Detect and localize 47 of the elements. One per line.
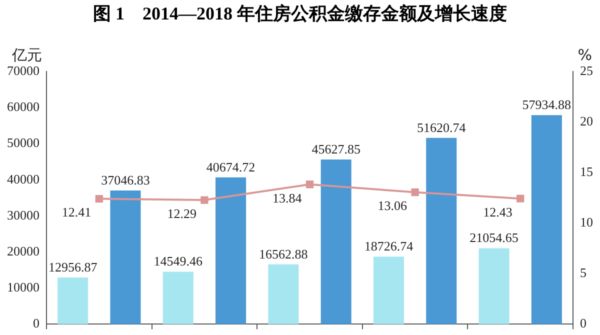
- bar: [320, 160, 352, 324]
- data-label: 13.84: [272, 190, 302, 206]
- data-label: 12956.87: [48, 259, 98, 274]
- y2-tick-label: 20: [580, 114, 593, 129]
- bar: [162, 272, 194, 324]
- data-label: 40674.72: [206, 159, 256, 174]
- y-tick-label: 60000: [7, 99, 40, 114]
- y-tick-label: 40000: [7, 171, 40, 186]
- data-label: 13.06: [378, 198, 408, 214]
- y-tick-label: 0: [33, 316, 40, 331]
- y2-tick-label: 10: [580, 214, 593, 230]
- y-axis-title: 亿元: [11, 46, 42, 64]
- y-tick-label: 20000: [7, 243, 40, 258]
- data-label: 57934.88: [522, 97, 572, 112]
- bar: [58, 277, 88, 324]
- bar: [373, 256, 404, 324]
- bar: [478, 248, 510, 324]
- bar: [268, 264, 299, 324]
- point: [306, 180, 314, 188]
- point: [200, 196, 208, 204]
- point: [95, 194, 103, 203]
- y-tick-label: 30000: [7, 207, 40, 222]
- y2-tick-label: 25: [580, 63, 593, 78]
- y-tick-label: 50000: [7, 135, 40, 150]
- data-label: 21054.65: [470, 230, 518, 246]
- data-label: 12.43: [483, 204, 512, 220]
- data-label: 51620.74: [417, 120, 466, 135]
- data-label: 16562.88: [259, 246, 308, 262]
- point: [516, 194, 524, 202]
- y-tick-label: 10000: [7, 280, 40, 295]
- bar: [110, 190, 141, 324]
- data-label: 12.29: [167, 206, 196, 221]
- bar: [426, 138, 457, 324]
- y-tick-label: 70000: [7, 63, 40, 78]
- data-label: 45627.85: [312, 141, 360, 156]
- chart-title: 图 1 2014—2018 年住房公积金缴存金额及增长速度: [93, 3, 507, 24]
- bar: [216, 177, 246, 324]
- y2-axis-title: %: [578, 46, 592, 64]
- point: [411, 188, 419, 196]
- bar: [531, 115, 562, 324]
- data-label: 14549.46: [154, 254, 203, 269]
- y2-tick-label: 5: [580, 265, 586, 280]
- y2-tick-label: 15: [580, 164, 593, 180]
- data-label: 37046.83: [101, 172, 150, 188]
- data-label: 18726.74: [364, 238, 414, 254]
- data-label: 12.41: [62, 204, 92, 220]
- y2-tick-label: 0: [580, 316, 586, 331]
